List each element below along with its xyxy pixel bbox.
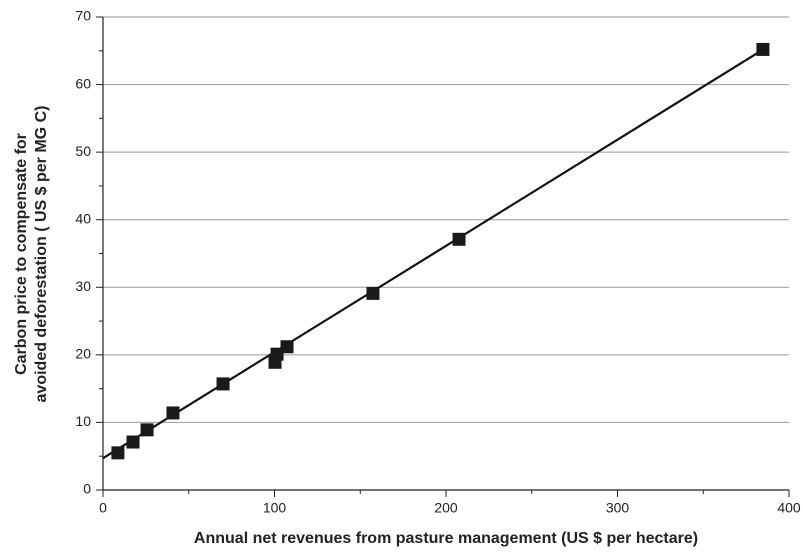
x-tick-label: 300 — [606, 500, 630, 516]
y-tick-label: 0 — [83, 481, 91, 497]
point — [216, 377, 230, 391]
point — [126, 435, 140, 449]
x-tick-label: 100 — [263, 500, 287, 516]
y-tick-label: 30 — [75, 278, 91, 294]
point — [366, 286, 380, 300]
point — [166, 406, 180, 420]
x-tick-label: 200 — [434, 500, 458, 516]
point — [111, 446, 125, 460]
y-axis-label: avoided deforestation ( US $ per MG C) — [33, 106, 50, 403]
y-tick-label: 40 — [75, 210, 91, 226]
y-axis-label: Carbon price to compensate for — [13, 133, 30, 375]
point — [280, 340, 294, 354]
y-tick-label: 70 — [75, 8, 91, 24]
point — [452, 232, 466, 246]
y-tick-label: 50 — [75, 143, 91, 159]
point — [270, 347, 284, 361]
point — [756, 42, 770, 56]
x-tick-label: 0 — [99, 500, 107, 516]
trend-line — [102, 48, 764, 460]
x-axis-label: Annual net revenues from pasture managem… — [194, 530, 698, 547]
y-tick-label: 20 — [75, 346, 91, 362]
y-tick-label: 10 — [75, 413, 91, 429]
point — [140, 423, 154, 437]
x-tick-label: 400 — [777, 500, 801, 516]
y-tick-label: 60 — [75, 75, 91, 91]
